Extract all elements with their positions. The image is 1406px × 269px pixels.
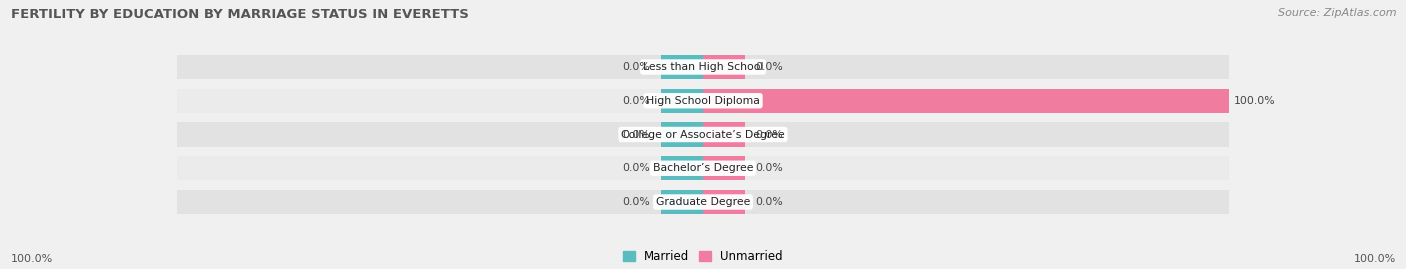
Bar <box>661 156 703 180</box>
Bar <box>661 55 703 79</box>
Text: High School Diploma: High School Diploma <box>647 96 759 106</box>
Bar <box>177 55 1229 79</box>
Text: 0.0%: 0.0% <box>623 62 651 72</box>
Bar <box>177 89 1229 113</box>
Bar <box>703 122 745 147</box>
Bar <box>703 156 745 180</box>
Bar <box>177 122 1229 147</box>
Text: Graduate Degree: Graduate Degree <box>655 197 751 207</box>
Text: 100.0%: 100.0% <box>11 254 53 264</box>
Legend: Married, Unmarried: Married, Unmarried <box>623 250 783 263</box>
Text: 0.0%: 0.0% <box>755 163 783 173</box>
Bar <box>177 156 1229 180</box>
Text: Source: ZipAtlas.com: Source: ZipAtlas.com <box>1278 8 1396 18</box>
Text: 0.0%: 0.0% <box>623 163 651 173</box>
Text: 0.0%: 0.0% <box>623 129 651 140</box>
Text: Bachelor’s Degree: Bachelor’s Degree <box>652 163 754 173</box>
Bar <box>177 190 1229 214</box>
Bar <box>661 190 703 214</box>
Text: 0.0%: 0.0% <box>755 197 783 207</box>
Bar <box>661 89 703 113</box>
Text: FERTILITY BY EDUCATION BY MARRIAGE STATUS IN EVERETTS: FERTILITY BY EDUCATION BY MARRIAGE STATU… <box>11 8 470 21</box>
Bar <box>703 89 1229 113</box>
Text: 0.0%: 0.0% <box>755 129 783 140</box>
Text: Less than High School: Less than High School <box>643 62 763 72</box>
Text: College or Associate’s Degree: College or Associate’s Degree <box>621 129 785 140</box>
Text: 100.0%: 100.0% <box>1354 254 1396 264</box>
Text: 0.0%: 0.0% <box>623 96 651 106</box>
Bar <box>661 122 703 147</box>
Bar <box>703 55 745 79</box>
Bar <box>703 190 745 214</box>
Text: 0.0%: 0.0% <box>623 197 651 207</box>
Text: 0.0%: 0.0% <box>755 62 783 72</box>
Text: 100.0%: 100.0% <box>1234 96 1275 106</box>
